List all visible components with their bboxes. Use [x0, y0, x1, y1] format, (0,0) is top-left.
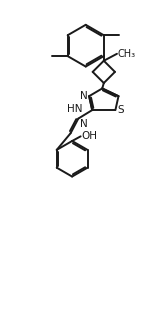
- Text: OH: OH: [81, 131, 97, 141]
- Text: HN: HN: [67, 104, 83, 114]
- Text: S: S: [117, 105, 124, 115]
- Text: CH₃: CH₃: [118, 49, 136, 59]
- Text: N: N: [80, 119, 87, 129]
- Text: N: N: [80, 91, 88, 101]
